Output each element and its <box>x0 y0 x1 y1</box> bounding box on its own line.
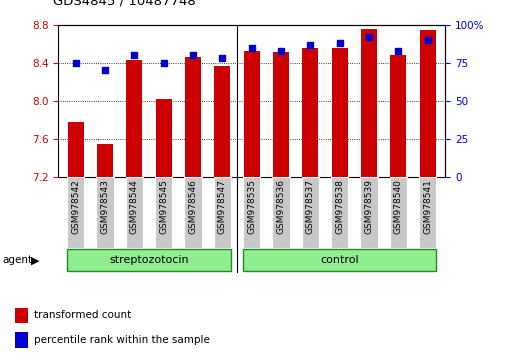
Bar <box>301 47 318 177</box>
Bar <box>242 177 260 248</box>
Bar <box>97 144 113 177</box>
Bar <box>156 99 172 177</box>
Bar <box>418 177 435 248</box>
Point <box>364 34 372 40</box>
Bar <box>184 177 201 248</box>
Bar <box>68 122 84 177</box>
Bar <box>360 29 376 177</box>
Text: GSM978542: GSM978542 <box>71 179 80 234</box>
Bar <box>213 177 231 248</box>
Text: agent: agent <box>3 255 33 265</box>
Bar <box>330 177 347 248</box>
Point <box>72 60 80 66</box>
Bar <box>272 177 289 248</box>
Bar <box>242 249 435 271</box>
Text: GSM978544: GSM978544 <box>130 179 139 234</box>
Bar <box>96 177 114 248</box>
Point <box>101 68 109 73</box>
Text: GDS4845 / 10487748: GDS4845 / 10487748 <box>53 0 195 7</box>
Bar <box>67 249 231 271</box>
Text: GSM978543: GSM978543 <box>100 179 110 234</box>
Text: GSM978545: GSM978545 <box>159 179 168 234</box>
Bar <box>126 177 143 248</box>
Text: GSM978540: GSM978540 <box>393 179 402 234</box>
Text: ▶: ▶ <box>31 255 40 265</box>
Point <box>335 40 343 46</box>
Bar <box>389 55 406 177</box>
Point <box>218 56 226 61</box>
Text: GSM978539: GSM978539 <box>364 179 373 234</box>
Text: streptozotocin: streptozotocin <box>109 255 188 265</box>
Bar <box>301 177 319 248</box>
Text: GSM978546: GSM978546 <box>188 179 197 234</box>
Text: GSM978537: GSM978537 <box>306 179 314 234</box>
Text: GSM978547: GSM978547 <box>218 179 226 234</box>
Point <box>189 52 197 58</box>
Bar <box>155 177 172 248</box>
Point <box>130 52 138 58</box>
Text: transformed count: transformed count <box>34 310 131 320</box>
Text: percentile rank within the sample: percentile rank within the sample <box>34 335 210 345</box>
Point <box>393 48 401 53</box>
Point <box>160 60 168 66</box>
Text: GSM978535: GSM978535 <box>247 179 256 234</box>
Bar <box>360 177 377 248</box>
Point <box>306 42 314 47</box>
Bar <box>67 177 84 248</box>
Bar <box>243 51 259 177</box>
Text: GSM978538: GSM978538 <box>334 179 343 234</box>
Bar <box>15 307 28 323</box>
Bar <box>214 66 230 177</box>
Bar <box>331 47 347 177</box>
Bar <box>185 57 201 177</box>
Bar <box>389 177 406 248</box>
Point <box>423 37 431 43</box>
Text: GSM978536: GSM978536 <box>276 179 285 234</box>
Point <box>247 45 256 50</box>
Bar <box>15 332 28 348</box>
Bar <box>126 60 142 177</box>
Point <box>276 48 284 53</box>
Bar <box>419 29 435 177</box>
Text: GSM978541: GSM978541 <box>422 179 431 234</box>
Bar <box>273 52 288 177</box>
Text: control: control <box>320 255 359 265</box>
